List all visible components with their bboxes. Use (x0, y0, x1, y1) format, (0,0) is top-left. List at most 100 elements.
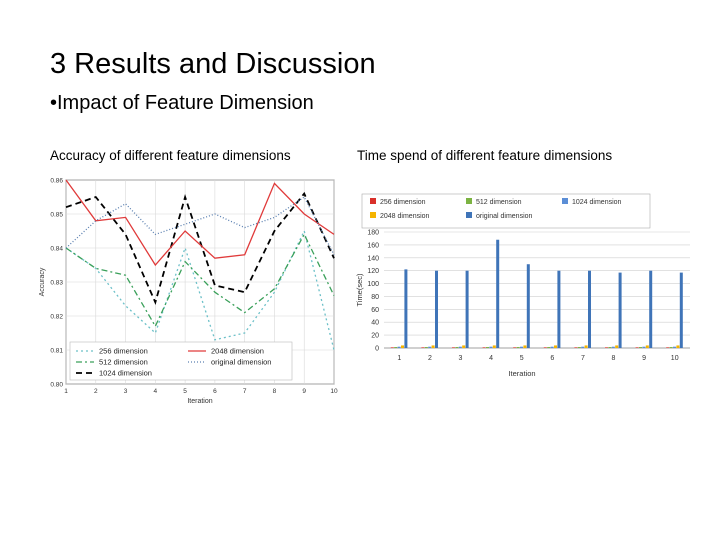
legend-box (69, 341, 293, 381)
y-tick-label: 160 (367, 242, 379, 249)
bar (404, 269, 408, 348)
x-tick-label: 6 (550, 355, 554, 362)
series-line-original-dimension (65, 196, 335, 256)
legend-swatch (466, 198, 472, 204)
y-tick-label: 0 (375, 346, 379, 353)
bar (642, 346, 646, 348)
x-tick-label: 2 (94, 388, 98, 395)
x-tick-label: 4 (489, 355, 493, 362)
x-tick-label: 7 (581, 355, 585, 362)
bar (496, 239, 500, 348)
x-tick-label: 10 (671, 355, 679, 362)
legend-swatch (466, 212, 472, 218)
caption-time: Time spend of different feature dimensio… (357, 148, 613, 163)
bar (669, 347, 673, 348)
bar (584, 345, 588, 348)
legend-label: original dimension (476, 213, 533, 220)
x-tick-label: 3 (459, 355, 463, 362)
bar (618, 272, 622, 348)
bar (615, 345, 619, 348)
bar (666, 347, 670, 348)
y-tick-label: 120 (367, 268, 379, 275)
bar (676, 345, 680, 348)
legend-label: 512 dimension (476, 199, 522, 206)
bar (465, 270, 469, 348)
x-tick-label: 10 (330, 388, 338, 395)
series-line-256-dimension (65, 229, 335, 351)
bar (635, 347, 639, 348)
series-line-2048-dimension (65, 179, 335, 267)
bar (452, 347, 455, 348)
y-tick-label: 0.85 (50, 212, 63, 219)
bar (581, 346, 585, 348)
bullet-text: •Impact of Feature Dimension (50, 92, 314, 114)
bar (550, 346, 554, 348)
bar (520, 346, 523, 348)
x-tick-label: 1 (64, 388, 68, 395)
bar (543, 347, 547, 348)
x-tick-label: 3 (124, 388, 128, 395)
bar (482, 347, 486, 348)
bar (513, 347, 517, 348)
y-tick-label: 0.82 (50, 314, 63, 321)
legend-label: 2048 dimension (211, 347, 264, 356)
legend-label: 256 dimension (99, 347, 148, 356)
x-tick-label: 4 (154, 388, 158, 395)
series-line-512-dimension (65, 232, 335, 328)
x-tick-label: 8 (612, 355, 616, 362)
y-tick-label: 80 (371, 294, 379, 301)
bar (462, 345, 466, 348)
x-tick-label: 6 (213, 388, 217, 395)
bar (611, 346, 615, 348)
x-tick-label: 9 (302, 388, 306, 395)
x-axis-label: Iteration (508, 369, 535, 378)
legend-box (361, 193, 651, 229)
bar (639, 347, 642, 348)
legend-label: 2048 dimension (380, 213, 430, 220)
legend-label: 512 dimension (99, 358, 148, 367)
y-tick-label: 180 (367, 230, 379, 237)
bar (649, 270, 653, 348)
bar (486, 347, 489, 348)
y-tick-label: 20 (371, 333, 379, 340)
legend-label: 256 dimension (380, 199, 426, 206)
bar (645, 345, 649, 348)
x-tick-label: 5 (520, 355, 524, 362)
bar (516, 347, 520, 348)
y-tick-label: 0.84 (50, 246, 63, 253)
y-tick-label: 0.86 (50, 178, 63, 185)
bar (547, 347, 551, 348)
legend-swatch (370, 198, 376, 204)
legend-swatch (562, 198, 568, 204)
y-tick-label: 60 (371, 307, 379, 314)
bar (431, 345, 435, 348)
x-tick-label: 1 (397, 355, 401, 362)
bar (390, 347, 394, 348)
x-tick-label: 5 (183, 388, 187, 395)
x-tick-label: 2 (428, 355, 432, 362)
bar (557, 270, 561, 348)
bar (492, 345, 496, 348)
bar (397, 346, 401, 348)
y-tick-label: 0.81 (50, 348, 63, 355)
bar (574, 347, 578, 348)
bar (679, 272, 683, 348)
time-bar-chart: 256 dimension 512 dimension 1024 dimension… (355, 193, 690, 378)
bar (435, 270, 438, 348)
bar (554, 345, 557, 348)
x-tick-label: 7 (243, 388, 247, 395)
bar (673, 346, 676, 348)
bar (588, 270, 591, 348)
legend-label: original dimension (211, 358, 271, 367)
legend-swatch (370, 212, 376, 218)
bar (455, 347, 459, 348)
bar (424, 347, 428, 348)
bar (394, 347, 398, 348)
accuracy-line-chart: 0.80 0.81 0.82 0.83 0.84 0.85 0.86 1 2 3 4 5 6 7 8 9 10 I… (39, 178, 338, 406)
bar (523, 345, 527, 348)
legend-label: 1024 dimension (99, 369, 152, 378)
bar (458, 346, 462, 348)
y-tick-label: 0.80 (50, 382, 63, 389)
bar (605, 347, 608, 348)
legend-label: 1024 dimension (572, 199, 622, 206)
